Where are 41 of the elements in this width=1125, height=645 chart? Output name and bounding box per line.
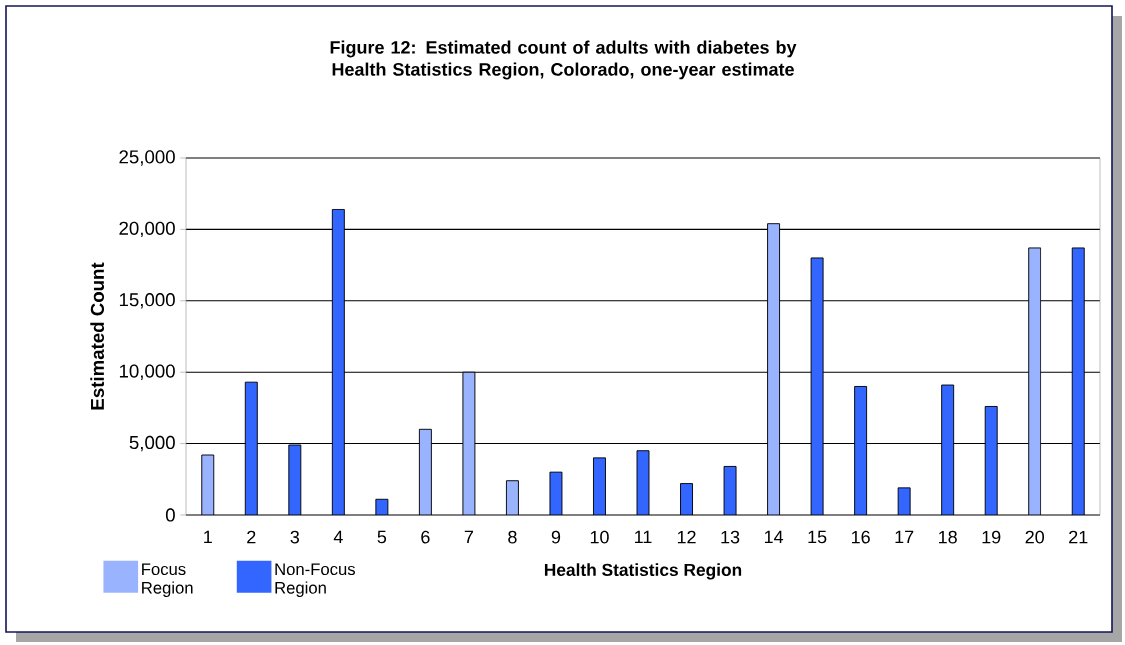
x-tick-label: 4 — [333, 530, 343, 544]
y-tick-label: 0 — [165, 508, 175, 522]
y-axis-title: Estimated Count — [90, 262, 105, 410]
bar — [854, 386, 868, 515]
x-tick-label: 17 — [895, 530, 914, 544]
x-tick-label: 18 — [939, 530, 957, 544]
y-tick-label: 25,000 — [119, 150, 175, 166]
bar — [767, 223, 781, 515]
x-tick-label: 8 — [508, 530, 517, 544]
x-tick-label: 13 — [721, 530, 740, 544]
bar — [244, 381, 258, 515]
x-tick-label: 20 — [1025, 530, 1045, 544]
x-tick-label: 10 — [590, 530, 609, 544]
x-tick-label: 1 — [204, 530, 212, 544]
x-tick-label: 2 — [247, 530, 256, 544]
x-tick-label: 12 — [677, 530, 696, 544]
x-tick-label: 5 — [377, 530, 387, 544]
x-tick-label: 3 — [290, 530, 300, 544]
y-tick-label: 5,000 — [129, 435, 175, 452]
x-tick-label: 14 — [764, 530, 784, 544]
bar — [1071, 247, 1085, 515]
x-tick-label: 16 — [851, 530, 870, 544]
x-tick-label: 15 — [808, 530, 827, 544]
bar — [1028, 247, 1042, 515]
y-tick-label: 20,000 — [119, 221, 175, 238]
x-axis-title: Health Statistics Region — [544, 563, 742, 580]
x-tick-label: 7 — [464, 530, 474, 544]
legend-label: Non-Focus Region — [275, 563, 356, 598]
bar — [418, 428, 432, 515]
x-tick-label: 11 — [635, 530, 652, 544]
x-tick-label: 6 — [421, 530, 430, 544]
y-tick-label: 15,000 — [119, 293, 175, 309]
x-tick-label: 19 — [982, 530, 1001, 544]
bar — [331, 208, 345, 515]
bar — [941, 384, 955, 515]
bar — [984, 405, 998, 515]
x-tick-label: 9 — [551, 530, 561, 544]
x-tick-label: 21 — [1069, 530, 1088, 544]
chart-title: Figure 12: Estimated count of adults with diabetes by Health Statistics Region, Colorado, one-year estimate — [330, 40, 797, 80]
legend-label: Focus Region — [142, 563, 193, 598]
y-tick-label: 10,000 — [119, 364, 175, 380]
